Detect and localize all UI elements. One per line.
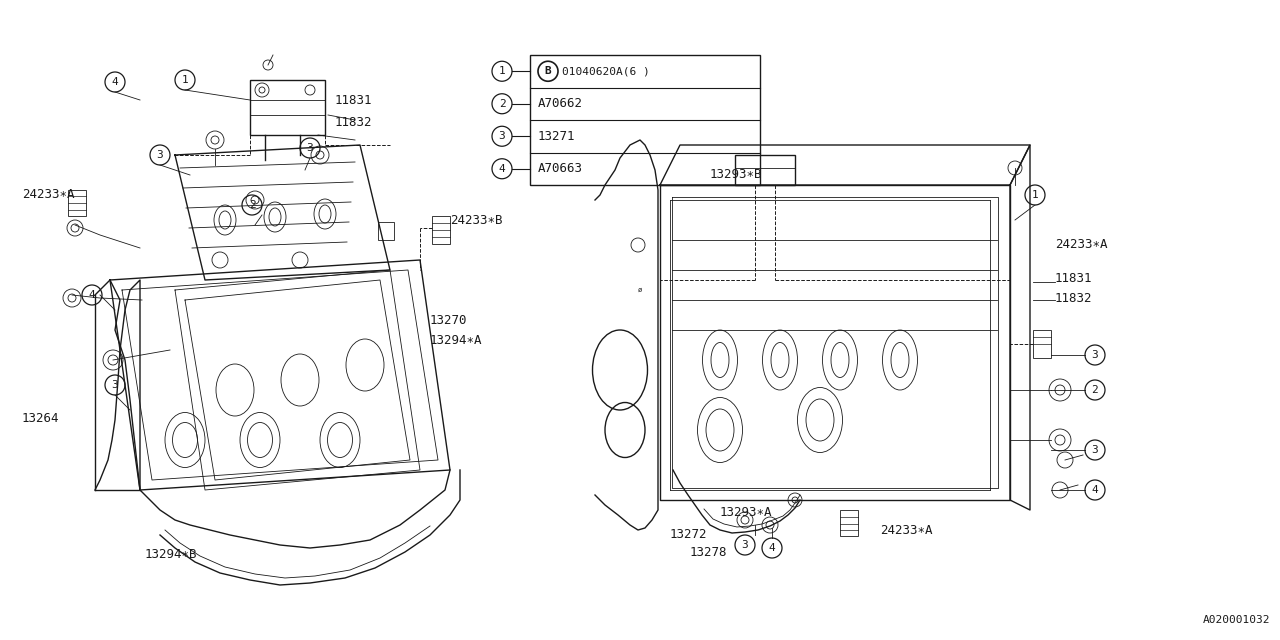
Text: 13264: 13264 — [22, 412, 59, 424]
Text: 13278: 13278 — [690, 547, 727, 559]
Text: 11831: 11831 — [1055, 271, 1093, 285]
Text: 24233∗A: 24233∗A — [881, 524, 933, 536]
Text: 2: 2 — [248, 200, 256, 210]
Text: 2: 2 — [1092, 385, 1098, 395]
Text: A70663: A70663 — [538, 163, 582, 175]
Text: 13294∗A: 13294∗A — [430, 333, 483, 346]
Text: A70662: A70662 — [538, 97, 582, 110]
Text: 13271: 13271 — [538, 130, 576, 143]
Bar — [250, 80, 325, 135]
Text: 11831: 11831 — [335, 93, 372, 106]
Bar — [378, 222, 394, 240]
Text: 3: 3 — [111, 380, 118, 390]
Text: 13293∗B: 13293∗B — [710, 168, 763, 182]
Text: 24233∗A: 24233∗A — [22, 189, 74, 202]
Bar — [530, 55, 760, 185]
Text: ø: ø — [637, 287, 643, 293]
Text: 3: 3 — [1092, 445, 1098, 455]
Text: 2: 2 — [499, 99, 506, 109]
Text: A020001032: A020001032 — [1202, 615, 1270, 625]
Text: 11832: 11832 — [335, 115, 372, 129]
Text: B: B — [544, 67, 552, 76]
Bar — [1033, 330, 1051, 358]
Text: 24233∗A: 24233∗A — [1055, 239, 1107, 252]
Text: 4: 4 — [111, 77, 118, 87]
Text: 13294∗B: 13294∗B — [145, 548, 197, 561]
Text: 1: 1 — [1032, 190, 1038, 200]
Bar — [68, 190, 86, 216]
Text: 3: 3 — [741, 540, 749, 550]
Text: 4: 4 — [499, 164, 506, 173]
Text: 11832: 11832 — [1055, 291, 1093, 305]
Text: 1: 1 — [182, 75, 188, 85]
Text: 3: 3 — [307, 143, 314, 153]
Text: 01040620A(6 ): 01040620A(6 ) — [562, 67, 650, 76]
Bar — [840, 510, 858, 536]
Text: 24233∗B: 24233∗B — [451, 214, 503, 227]
Text: 4: 4 — [88, 290, 96, 300]
Text: 13293∗A: 13293∗A — [719, 506, 773, 518]
Text: 4: 4 — [1092, 485, 1098, 495]
Text: 4: 4 — [768, 543, 776, 553]
Text: 3: 3 — [156, 150, 164, 160]
Bar — [433, 216, 451, 244]
Text: 3: 3 — [499, 131, 506, 141]
Text: 1: 1 — [499, 67, 506, 76]
Text: 3: 3 — [1092, 350, 1098, 360]
Text: 13270: 13270 — [430, 314, 467, 326]
Bar — [735, 155, 795, 185]
Text: 13272: 13272 — [669, 529, 708, 541]
